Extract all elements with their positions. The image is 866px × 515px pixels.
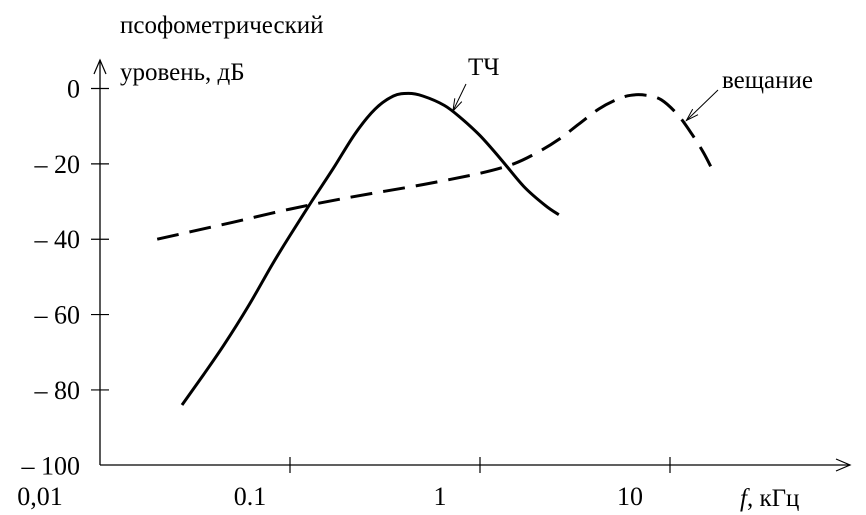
y-axis-label-line2: уровень, дБ: [120, 59, 245, 86]
y-tick-label: – 20: [34, 150, 81, 179]
x-axis-label: f, кГц: [740, 485, 799, 512]
annotation-leader: [686, 89, 719, 121]
y-axis-arrow: [93, 58, 107, 75]
chart-annotations: ТЧ вещание: [452, 54, 813, 122]
x-tick-label: 10: [617, 482, 643, 511]
series-line-tch: [180, 91, 560, 406]
x-axis-arrow: [835, 458, 852, 472]
y-tick-label: 0: [67, 75, 80, 104]
chart-axes: [93, 58, 852, 472]
x-tick-label: 1: [434, 482, 447, 511]
y-axis-label-line1: псофометрический: [120, 12, 324, 39]
annotation-arrowhead: [452, 98, 463, 113]
x-tick-label: 0.1: [234, 482, 267, 511]
chart-series: [156, 91, 713, 406]
x-axis-label-italic: f: [740, 485, 750, 512]
y-tick-label: – 60: [34, 301, 81, 330]
x-axis-label-units: , кГц: [747, 485, 799, 512]
x-tick-label: 0,01: [17, 482, 63, 511]
annotation-arrowhead: [685, 108, 699, 122]
y-tick-label: – 80: [34, 376, 81, 405]
series-line-broadcast: [156, 93, 713, 241]
annotation-tch: ТЧ: [468, 54, 500, 81]
annotation-broadcast: вещание: [722, 67, 813, 94]
y-tick-label: – 40: [34, 225, 81, 254]
y-tick-label: – 100: [21, 451, 81, 480]
annotation-leader: [452, 83, 467, 112]
